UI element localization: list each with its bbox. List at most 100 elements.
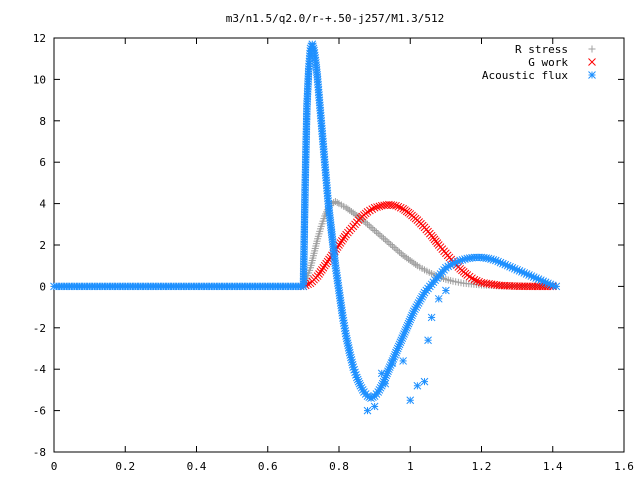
data-point-fill <box>396 203 405 212</box>
data-point-fill <box>351 210 359 218</box>
data-point-fill <box>404 255 412 263</box>
data-point <box>349 209 357 217</box>
legend-marker <box>588 58 596 66</box>
legend-marker <box>588 45 596 53</box>
data-point <box>371 227 379 235</box>
data-point-fill <box>472 276 481 285</box>
y-tick-label: -2 <box>33 322 46 335</box>
data-point <box>424 336 432 345</box>
data-point-fill <box>408 258 416 266</box>
data-point-fill <box>403 254 411 262</box>
y-tick-label: -4 <box>33 363 47 376</box>
legend-marker <box>588 71 596 79</box>
data-point <box>392 201 400 210</box>
data-point <box>470 275 479 284</box>
legend-label: R stress <box>515 43 568 56</box>
y-tick-label: -8 <box>33 446 46 459</box>
data-point <box>388 359 397 367</box>
series-3 <box>363 286 450 415</box>
x-tick-label: 0.6 <box>258 460 278 473</box>
data-point <box>364 220 371 228</box>
series-layer <box>50 40 561 415</box>
data-point-fill <box>396 248 404 256</box>
y-axis-ticks: -8 -6 -4 -2 0 2 4 6 8 10 12 <box>33 32 624 459</box>
data-point-fill <box>419 290 428 299</box>
data-point-fill <box>373 203 381 211</box>
data-point-fill <box>390 244 398 252</box>
data-point-fill <box>388 242 396 250</box>
data-point-fill <box>465 272 474 281</box>
data-point <box>406 257 414 265</box>
data-point-fill <box>380 234 388 242</box>
x-tick-label: 0 <box>51 460 58 473</box>
data-point-fill <box>383 237 391 245</box>
data-point <box>342 204 350 212</box>
data-point <box>378 233 386 241</box>
data-point-fill <box>394 247 402 255</box>
data-point-fill <box>367 223 375 231</box>
x-tick-label: 0.4 <box>187 460 207 473</box>
series-2 <box>50 40 561 403</box>
data-point-fill <box>369 225 377 233</box>
data-point <box>463 271 472 279</box>
data-point <box>370 203 379 212</box>
y-tick-label: 12 <box>33 32 46 45</box>
data-point <box>385 239 393 247</box>
data-point <box>381 379 390 388</box>
data-point-fill <box>475 277 483 286</box>
x-tick-label: 1.2 <box>472 460 492 473</box>
x-axis-ticks: 0 0.2 0.4 0.6 0.8 1 1.2 1.4 1.6 <box>51 38 634 473</box>
data-point-fill <box>346 206 354 214</box>
data-point <box>434 294 443 303</box>
data-point-fill <box>347 208 355 216</box>
y-tick-label: 8 <box>39 115 46 128</box>
y-tick-label: 10 <box>33 73 46 86</box>
legend-label: Acoustic flux <box>482 69 568 82</box>
data-point <box>363 406 372 415</box>
y-tick-label: 4 <box>39 198 46 211</box>
data-point-fill <box>375 202 384 211</box>
data-point <box>363 208 372 216</box>
data-point-fill <box>410 259 418 267</box>
data-point-fill <box>401 253 409 261</box>
x-tick-label: 0.2 <box>115 460 135 473</box>
x-tick-label: 1.6 <box>614 460 634 473</box>
data-point-fill <box>387 240 395 248</box>
y-tick-label: 2 <box>39 239 46 252</box>
data-point <box>406 396 415 405</box>
legend-label: G work <box>528 56 568 69</box>
data-point-fill <box>397 250 405 258</box>
data-point <box>392 348 400 357</box>
data-point <box>399 251 407 259</box>
data-point-fill <box>366 206 374 215</box>
data-point-fill <box>333 199 341 207</box>
x-tick-label: 1.4 <box>543 460 563 473</box>
data-point-fill <box>412 260 420 268</box>
data-point <box>377 369 386 378</box>
data-point-fill <box>344 205 352 213</box>
data-point <box>442 286 450 295</box>
data-point-fill <box>372 228 380 236</box>
data-point <box>399 357 407 365</box>
chart-title: m3/n1.5/q2.0/r-+.50-j257/M1.3/512 <box>226 12 445 25</box>
data-point-fill <box>365 222 373 230</box>
data-point-fill <box>368 205 377 213</box>
data-point <box>413 381 422 390</box>
data-point-fill <box>394 202 403 211</box>
data-point-fill <box>389 201 398 210</box>
data-point <box>552 282 561 291</box>
data-point <box>370 402 379 411</box>
y-tick-label: 0 <box>39 280 46 293</box>
data-point-fill <box>362 219 370 227</box>
data-point-fill <box>376 231 384 239</box>
data-point <box>420 377 429 386</box>
data-point-fill <box>374 230 382 238</box>
x-tick-label: 1 <box>407 460 414 473</box>
x-tick-label: 0.8 <box>329 460 349 473</box>
data-point <box>392 245 400 253</box>
y-tick-label: -6 <box>33 405 46 418</box>
data-point <box>427 313 436 322</box>
data-point-fill <box>381 236 389 244</box>
